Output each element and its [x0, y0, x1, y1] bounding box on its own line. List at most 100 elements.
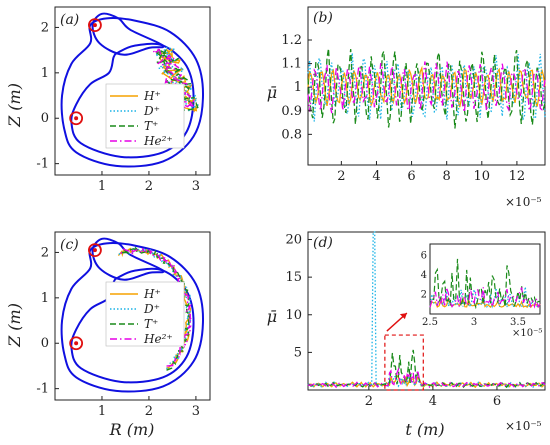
series-T — [307, 349, 546, 389]
panel-b: 2 4 6 8 10 12 0.8 0.9 1 1.1 1.2 (b) μ̄ ×10⁻⁵ — [267, 6, 546, 209]
x-tick-label: 4 — [372, 169, 380, 184]
panel-d-inset: 2.5 3 3.5 2 4 6 ×10⁻⁵ — [421, 243, 542, 339]
panel-c-coils — [69, 243, 102, 351]
panel-a-ticks: 1 2 3 -1 0 1 2 — [36, 20, 200, 194]
legend-label-D: D⁺ — [143, 302, 160, 316]
panel-d-ticks: 2 4 6 5 10 15 20 — [285, 233, 501, 409]
inset-series-T — [429, 258, 541, 310]
coil-center — [92, 248, 97, 253]
inset-x-tick-label: 2.5 — [422, 317, 438, 328]
x-tick-label: 1 — [98, 179, 106, 194]
zoom-rectangle — [384, 334, 424, 391]
orbit-T — [154, 48, 199, 112]
y-tick-label: -1 — [36, 157, 49, 172]
inset-y-tick-label: 6 — [421, 251, 427, 262]
inset-x-tick-label: 3.5 — [510, 317, 526, 328]
coil-ring — [69, 336, 84, 351]
inset-x-multiplier: ×10⁻⁵ — [512, 328, 542, 339]
vessel-outer-wall — [60, 242, 204, 393]
y-tick-label: 2 — [41, 245, 49, 260]
y-tick-label: 0 — [41, 336, 49, 351]
panel-c-xlabel: R (m) — [109, 420, 155, 439]
y-tick-label: 1 — [294, 80, 302, 95]
panel-d-series — [307, 231, 546, 389]
panel-a-legend: H⁺D⁺T⁺He²⁺ — [105, 83, 185, 149]
panel-d-label: (d) — [313, 235, 333, 251]
coil-center — [74, 116, 79, 121]
panel-c: (c) 1 2 3 -1 0 1 2 H⁺D⁺T⁺He²⁺ Z (m) R (m) — [5, 231, 211, 439]
panel-c-vessel — [60, 237, 204, 393]
legend-label-He: He²⁺ — [143, 332, 173, 346]
y-tick-label: 0.9 — [281, 104, 302, 119]
x-tick-label: 1 — [98, 404, 106, 419]
series-T — [307, 48, 546, 129]
x-tick-label: 2 — [145, 404, 153, 419]
y-tick-label: 1.2 — [281, 33, 302, 48]
coil-center — [74, 341, 79, 346]
panel-d-ylabel: μ̄ — [267, 307, 277, 326]
coil-center — [92, 23, 97, 28]
y-tick-label: 1 — [41, 66, 49, 81]
inset-y-tick-label: 4 — [421, 270, 427, 281]
panel-c-ticks: 1 2 3 -1 0 1 2 — [36, 245, 200, 419]
panel-a-ylabel: Z (m) — [5, 83, 24, 128]
y-tick-label: -1 — [36, 382, 49, 397]
coil-ring — [88, 243, 102, 258]
x-tick-label: 3 — [192, 404, 200, 419]
vessel-outer-wall — [60, 17, 204, 168]
x-tick-label: 6 — [407, 169, 415, 184]
y-tick-label: 0 — [41, 111, 49, 126]
panel-b-ylabel: μ̄ — [267, 83, 277, 102]
inset-y-tick-label: 2 — [421, 290, 427, 301]
panel-c-ylabel: Z (m) — [5, 303, 24, 348]
y-tick-label: 0.8 — [281, 127, 302, 142]
y-tick-label: 5 — [294, 345, 302, 360]
legend-label-H: H⁺ — [143, 287, 161, 301]
y-tick-label: 1 — [41, 291, 49, 306]
panel-a-coils — [69, 18, 102, 126]
panel-d-xlabel: t (m) — [405, 420, 444, 439]
x-tick-label: 6 — [493, 394, 501, 409]
y-tick-label: 15 — [285, 270, 302, 285]
legend-label-H: H⁺ — [143, 89, 161, 103]
panel-b-x-multiplier: ×10⁻⁵ — [505, 195, 542, 209]
x-tick-label: 8 — [443, 169, 451, 184]
inset-series-D — [429, 286, 541, 310]
panel-c-legend: H⁺D⁺T⁺He²⁺ — [105, 281, 185, 347]
legend-label-D: D⁺ — [143, 104, 160, 118]
x-tick-label: 2 — [337, 169, 345, 184]
inset-series-He — [429, 287, 541, 309]
vessel-top-loop — [91, 12, 165, 56]
y-tick-label: 20 — [285, 233, 302, 248]
legend-label-He: He²⁺ — [143, 134, 173, 148]
series-He — [307, 61, 546, 114]
y-tick-label: 2 — [41, 20, 49, 35]
coil-ring — [88, 18, 102, 33]
orbit-D — [155, 46, 200, 112]
vessel-top-loop — [91, 237, 165, 281]
zoom-arrow-head — [399, 313, 407, 320]
x-tick-label: 3 — [192, 179, 200, 194]
series-He — [307, 366, 546, 389]
panel-a-label: (a) — [60, 12, 79, 28]
x-tick-label: 10 — [474, 169, 491, 184]
x-tick-label: 4 — [429, 394, 437, 409]
y-tick-label: 1.1 — [281, 57, 302, 72]
x-tick-label: 2 — [365, 394, 373, 409]
x-tick-label: 12 — [509, 169, 526, 184]
legend-label-T: T⁺ — [144, 119, 158, 133]
panel-a: (a) 1 2 3 -1 0 1 2 H⁺D⁺T⁺He²⁺ Z (m) — [5, 6, 211, 194]
vessel-inner-wall — [70, 267, 195, 384]
legend-box — [105, 83, 185, 149]
coil-ring — [69, 111, 84, 126]
panel-b-series — [307, 48, 546, 129]
legend-box — [105, 281, 185, 347]
legend-label-T: T⁺ — [144, 317, 158, 331]
panel-b-label: (b) — [313, 10, 333, 26]
panel-c-label: (c) — [60, 237, 79, 253]
inset-x-tick-label: 3 — [471, 317, 477, 328]
x-tick-label: 2 — [145, 179, 153, 194]
panel-d-zoom-box — [384, 312, 424, 391]
